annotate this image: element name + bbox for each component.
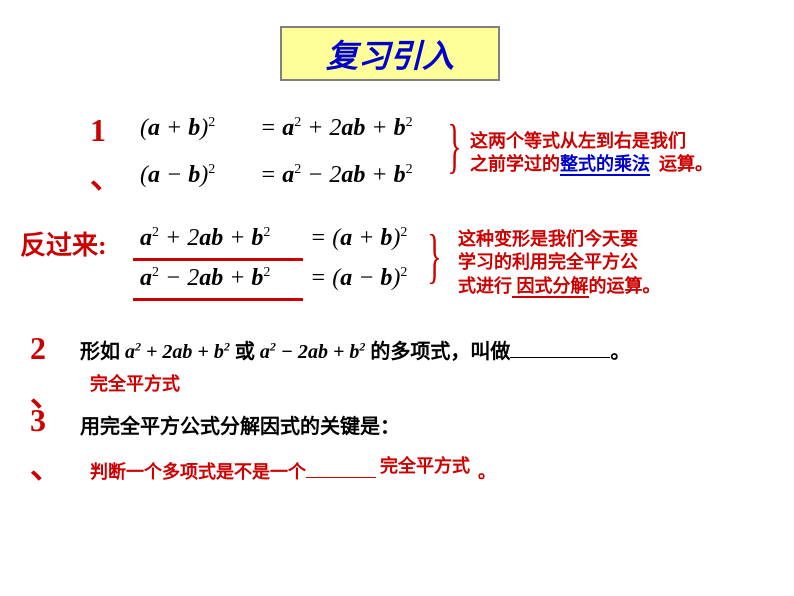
- rev-formula-1-lhs: a2 + 2ab + b2: [140, 225, 270, 252]
- q3-line: 用完全平方公式分解因式的关键是：: [80, 410, 400, 439]
- formula-aminus: (a − b)2: [140, 162, 215, 189]
- note-1: 这两个等式从左到右是我们 之前学过的整式的乘法 运算。: [470, 130, 780, 177]
- rev-formula-1-rhs: = (a + b)2: [310, 225, 407, 252]
- brace-icon-1: }: [447, 112, 461, 181]
- q2-answer: 完全平方式: [90, 370, 180, 396]
- note-1-pre: 之前学过的: [470, 154, 560, 174]
- underline-2: [133, 298, 303, 301]
- brace-icon-2: }: [427, 222, 441, 291]
- note-1-post: 运算。: [659, 154, 713, 174]
- item-number-1: 1: [90, 112, 106, 149]
- note-2-l1: 这种变形是我们今天要: [458, 229, 638, 249]
- q3-dot: 。: [478, 458, 496, 484]
- title-box: 复习引入: [280, 26, 500, 81]
- q3-answer: 判断一个多项式是不是一个: [90, 458, 376, 484]
- formula-2-rhs: = a2 − 2ab + b2: [260, 162, 413, 189]
- item-number-1-dot: 、: [90, 152, 122, 198]
- page-title: 复习引入: [326, 31, 454, 77]
- note-2-underline: 因式分解: [512, 276, 589, 298]
- item-number-3: 3: [30, 402, 46, 439]
- formula-1-rhs: = a2 + 2ab + b2: [260, 115, 413, 142]
- item-number-2: 2: [30, 330, 46, 367]
- q2-post: 的多项式，叫做: [365, 341, 510, 363]
- note-2-l2: 学习的利用完全平方公: [458, 252, 638, 272]
- q3-fill: 完全平方式: [380, 452, 470, 478]
- q2-mid: 或: [230, 341, 260, 363]
- q3-pre: 判断一个多项式是不是一个: [90, 462, 306, 482]
- formula-aplus: (a + b)2: [140, 115, 215, 142]
- rev-formula-2-lhs: a2 − 2ab + b2: [140, 265, 270, 292]
- note-1-line1: 这两个等式从左到右是我们: [470, 131, 686, 151]
- reverse-label: 反过来:: [20, 225, 107, 262]
- q3-blank: [306, 477, 376, 478]
- q2-end: 。: [610, 341, 630, 363]
- q2-text: 形如 a2 + 2ab + b2 或 a2 − 2ab + b2 的多项式，叫做…: [80, 335, 630, 364]
- note-2-post: 的运算。: [589, 276, 661, 296]
- rev-formula-2-rhs: = (a − b)2: [310, 265, 407, 292]
- note-2-pre: 式进行: [458, 276, 512, 296]
- q2-blank: [510, 340, 610, 358]
- item-number-3-dot: 、: [30, 442, 62, 488]
- underline-1: [133, 258, 303, 261]
- q2-pre: 形如: [80, 341, 125, 363]
- note-1-underline: 整式的乘法: [560, 154, 650, 176]
- note-2: 这种变形是我们今天要 学习的利用完全平方公 式进行 因式分解的运算。: [458, 228, 768, 298]
